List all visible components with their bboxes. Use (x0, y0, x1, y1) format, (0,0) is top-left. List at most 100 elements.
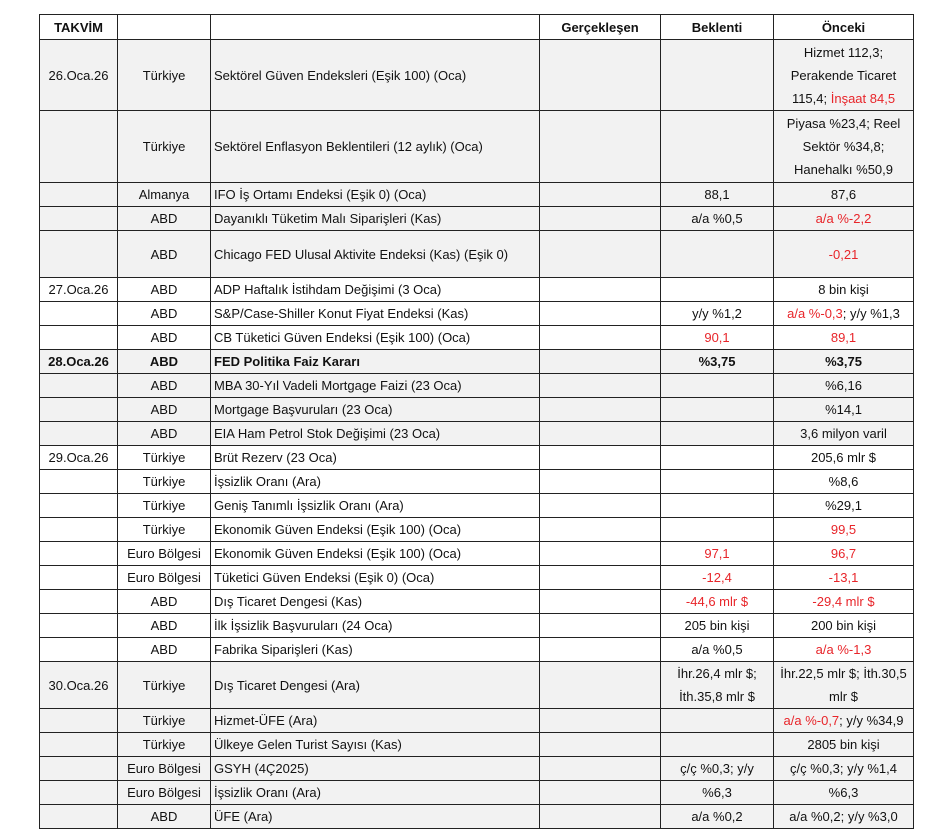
cell-country: Almanya (117, 182, 211, 207)
previous-value: a/a %-0,3 (787, 306, 843, 321)
cell-event: Tüketici Güven Endeksi (Eşik 0) (Oca) (210, 565, 540, 590)
expected-value: %3,75 (698, 354, 736, 369)
header-country (117, 14, 211, 40)
previous-value: 3,6 milyon varil (800, 426, 887, 441)
cell-country: Türkiye (117, 469, 211, 494)
header-actual: Gerçekleşen (539, 14, 661, 40)
table-row: ABD Chicago FED Ulusal Aktivite Endeksi (… (39, 230, 914, 278)
cell-date: 29.Oca.26 (39, 445, 118, 470)
cell-date (39, 182, 118, 207)
cell-country: Türkiye (117, 732, 211, 757)
cell-country: Euro Bölgesi (117, 780, 211, 805)
cell-actual (539, 397, 661, 422)
previous-value: 205,6 mlr $ (810, 450, 877, 465)
cell-event: MBA 30-Yıl Vadeli Mortgage Faizi (23 Oca… (210, 373, 540, 398)
cell-actual (539, 517, 661, 542)
table-row: ABD MBA 30-Yıl Vadeli Mortgage Faizi (23 … (39, 373, 914, 398)
table-row: Euro Bölgesi İşsizlik Oranı (Ara) %6,3 %6,3 (39, 780, 914, 805)
cell-previous: %3,75 (773, 349, 914, 374)
cell-expected (660, 110, 774, 183)
cell-date (39, 804, 118, 829)
table-body: 26.Oca.26 Türkiye Sektörel Güven Endeksler… (39, 39, 914, 829)
cell-date (39, 708, 118, 733)
cell-date: 28.Oca.26 (39, 349, 118, 374)
cell-previous: -13,1 (773, 565, 914, 590)
cell-event: ÜFE (Ara) (210, 804, 540, 829)
cell-expected: 88,1 (660, 182, 774, 207)
cell-date: 30.Oca.26 (39, 661, 118, 709)
cell-previous: 96,7 (773, 541, 914, 566)
cell-actual (539, 39, 661, 111)
cell-previous: Piyasa %23,4; Reel Sektör %34,8; Hanehal… (773, 110, 914, 183)
expected-value: a/a %0,5 (691, 211, 743, 226)
cell-actual (539, 541, 661, 566)
cell-actual (539, 421, 661, 446)
cell-previous: -0,21 (773, 230, 914, 278)
cell-country: Euro Bölgesi (117, 756, 211, 781)
cell-country: Türkiye (117, 708, 211, 733)
header-date: TAKVİM (39, 14, 118, 40)
cell-date (39, 517, 118, 542)
table-row: Almanya IFO İş Ortamı Endeksi (Eşik 0) (O… (39, 182, 914, 207)
cell-actual (539, 182, 661, 207)
previous-value: a/a %-2,2 (815, 211, 872, 226)
cell-previous: İhr.22,5 mlr $; İth.30,5 mlr $ (773, 661, 914, 709)
cell-previous: %29,1 (773, 493, 914, 518)
table-row: ABD ÜFE (Ara) a/a %0,2 a/a %0,2; y/y %3,0 (39, 804, 914, 829)
cell-previous: a/a %-1,3 (773, 637, 914, 662)
cell-previous: 8 bin kişi (773, 277, 914, 302)
table-row: 30.Oca.26 Türkiye Dış Ticaret Dengesi (Ara… (39, 661, 914, 709)
cell-country: ABD (117, 230, 211, 278)
previous-value: 200 bin kişi (810, 618, 877, 633)
table-row: Türkiye Hizmet-ÜFE (Ara) a/a %-0,7; y/y %3… (39, 708, 914, 733)
cell-country: ABD (117, 397, 211, 422)
cell-previous: 99,5 (773, 517, 914, 542)
previous-value: -29,4 mlr $ (812, 594, 875, 609)
table-row: Türkiye İşsizlik Oranı (Ara) %8,6 (39, 469, 914, 494)
header-expected: Beklenti (660, 14, 774, 40)
table-row: Türkiye Ekonomik Güven Endeksi (Eşik 100)… (39, 517, 914, 542)
cell-event: Dış Ticaret Dengesi (Ara) (210, 661, 540, 709)
cell-previous: a/a %0,2; y/y %3,0 (773, 804, 914, 829)
cell-actual (539, 613, 661, 638)
expected-value: 88,1 (704, 187, 730, 202)
cell-previous: a/a %-0,3; y/y %1,3 (773, 301, 914, 326)
cell-event: Ekonomik Güven Endeksi (Eşik 100) (Oca) (210, 541, 540, 566)
cell-event: Chicago FED Ulusal Aktivite Endeksi (Kas… (210, 230, 540, 278)
cell-actual (539, 230, 661, 278)
cell-event: Ekonomik Güven Endeksi (Eşik 100) (Oca) (210, 517, 540, 542)
cell-actual (539, 110, 661, 183)
cell-actual (539, 756, 661, 781)
cell-actual (539, 349, 661, 374)
table-row: ABD EIA Ham Petrol Stok Değişimi (23 Oca)… (39, 421, 914, 446)
cell-previous: 3,6 milyon varil (773, 421, 914, 446)
cell-expected: a/a %0,2 (660, 804, 774, 829)
cell-expected: 205 bin kişi (660, 613, 774, 638)
previous-value: 96,7 (830, 546, 857, 561)
cell-country: ABD (117, 804, 211, 829)
cell-expected (660, 277, 774, 302)
economic-calendar-table: TAKVİM Gerçekleşen Beklenti Önceki 26.Oc… (39, 14, 914, 829)
cell-previous: 205,6 mlr $ (773, 445, 914, 470)
cell-actual (539, 661, 661, 709)
cell-expected (660, 732, 774, 757)
cell-date (39, 732, 118, 757)
table-row: 27.Oca.26 ABD ADP Haftalık İstihdam Değişi… (39, 277, 914, 302)
cell-event: Dış Ticaret Dengesi (Kas) (210, 589, 540, 614)
cell-country: ABD (117, 349, 211, 374)
cell-event: İşsizlik Oranı (Ara) (210, 780, 540, 805)
cell-country: Türkiye (117, 661, 211, 709)
previous-value: -13,1 (828, 570, 859, 585)
expected-value: a/a %0,5 (691, 642, 743, 657)
cell-date (39, 301, 118, 326)
previous-value: %8,6 (828, 474, 859, 489)
cell-actual (539, 804, 661, 829)
cell-expected (660, 421, 774, 446)
cell-date (39, 469, 118, 494)
cell-date (39, 397, 118, 422)
cell-expected (660, 445, 774, 470)
cell-event: Sektörel Güven Endeksleri (Eşik 100) (Oc… (210, 39, 540, 111)
previous-value: İhr.22,5 mlr $; İth.30,5 mlr $ (780, 666, 907, 704)
cell-expected (660, 373, 774, 398)
table-row: ABD CB Tüketici Güven Endeksi (Eşik 100) … (39, 325, 914, 350)
